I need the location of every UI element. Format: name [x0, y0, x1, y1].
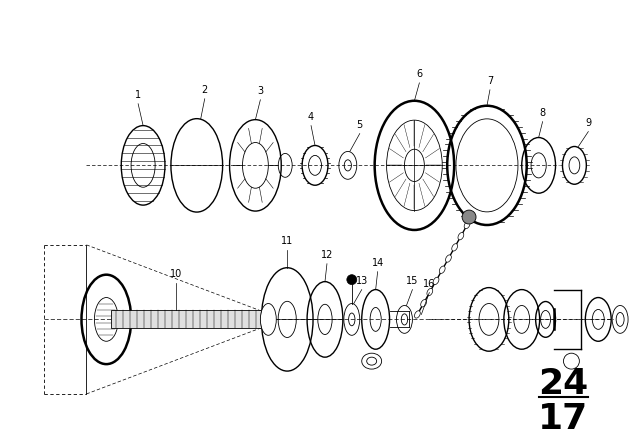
- Ellipse shape: [462, 210, 476, 224]
- Ellipse shape: [347, 275, 356, 284]
- Ellipse shape: [452, 244, 458, 251]
- Text: 14: 14: [371, 258, 384, 268]
- Text: 9: 9: [585, 118, 591, 128]
- Ellipse shape: [458, 233, 464, 240]
- Ellipse shape: [433, 277, 439, 284]
- Text: 2: 2: [202, 85, 208, 95]
- Text: 6: 6: [416, 69, 422, 79]
- Text: 1: 1: [135, 90, 141, 100]
- Ellipse shape: [260, 303, 276, 335]
- Text: 15: 15: [406, 276, 419, 286]
- Text: 7: 7: [487, 76, 493, 86]
- Text: 24: 24: [538, 367, 589, 401]
- Ellipse shape: [415, 311, 420, 318]
- Text: 11: 11: [281, 236, 293, 246]
- Ellipse shape: [464, 221, 470, 228]
- Text: 12: 12: [321, 250, 333, 260]
- Text: 5: 5: [356, 120, 363, 129]
- Text: 8: 8: [540, 108, 546, 118]
- Text: 10: 10: [170, 269, 182, 279]
- Text: 16: 16: [423, 279, 435, 289]
- Ellipse shape: [445, 255, 451, 262]
- Text: 17: 17: [538, 402, 589, 436]
- Text: 3: 3: [257, 86, 264, 96]
- Ellipse shape: [439, 266, 445, 273]
- Text: 4: 4: [308, 112, 314, 122]
- Ellipse shape: [427, 289, 433, 296]
- FancyBboxPatch shape: [111, 310, 268, 328]
- Ellipse shape: [420, 300, 426, 307]
- Text: 13: 13: [356, 276, 368, 286]
